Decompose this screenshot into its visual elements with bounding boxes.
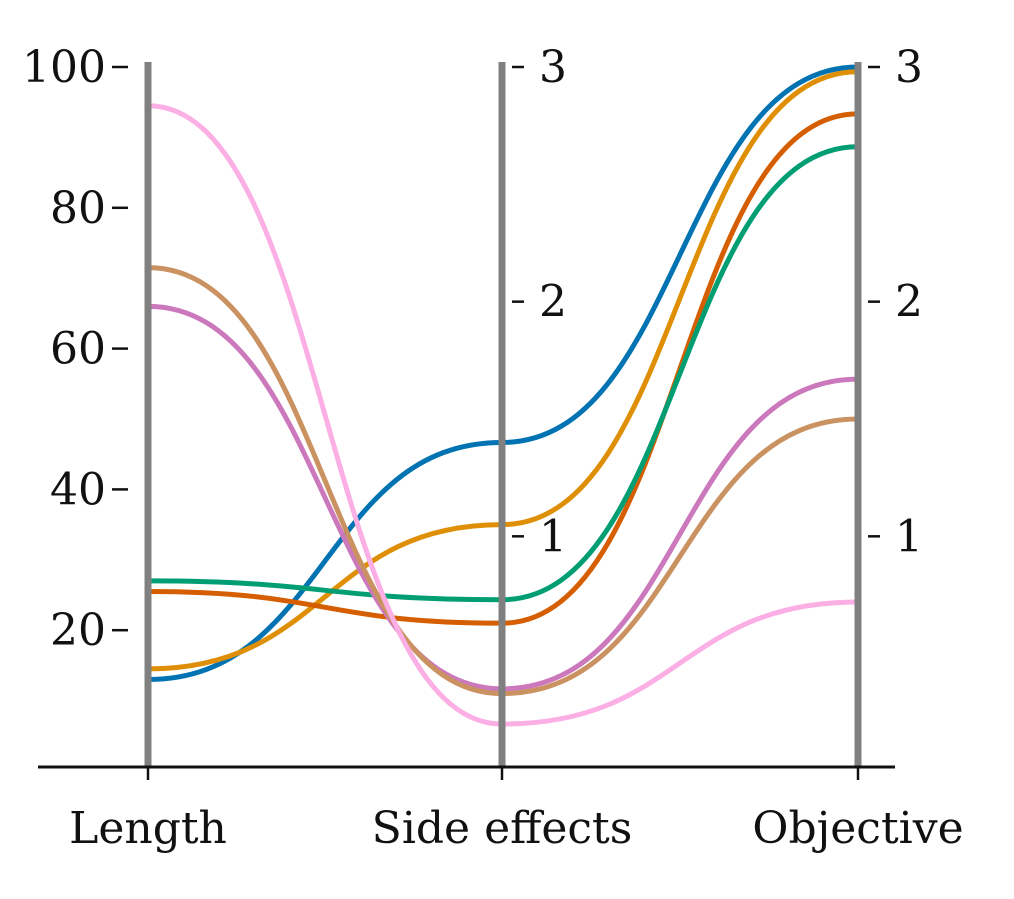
axis-name-side-effects: Side effects	[372, 803, 633, 854]
series-line-3	[145, 111, 861, 626]
tick-label: 2	[539, 277, 567, 328]
tick-label: 2	[895, 277, 923, 328]
tick-label: 80	[50, 183, 106, 234]
tick-label: 3	[539, 42, 567, 93]
tick-label: 1	[539, 511, 567, 562]
tick-label: 20	[50, 605, 106, 656]
series-line-7	[145, 103, 861, 727]
tick-label: 3	[895, 42, 923, 93]
axes-group	[144, 62, 862, 767]
tick-label: 60	[50, 324, 106, 375]
series-line-1	[145, 64, 861, 682]
axis-name-length: Length	[69, 803, 227, 854]
x-axis: Length Side effects Objective	[38, 765, 964, 854]
tick-labels: 20 40 60 80 100 1 2 3 1 2 3	[22, 42, 923, 656]
tick-label: 40	[50, 464, 106, 515]
axis-name-objective: Objective	[752, 803, 963, 854]
tick-label: 100	[22, 42, 106, 93]
series-line-2	[145, 69, 861, 672]
series-line-4	[145, 144, 861, 603]
tick-label: 1	[895, 511, 923, 562]
